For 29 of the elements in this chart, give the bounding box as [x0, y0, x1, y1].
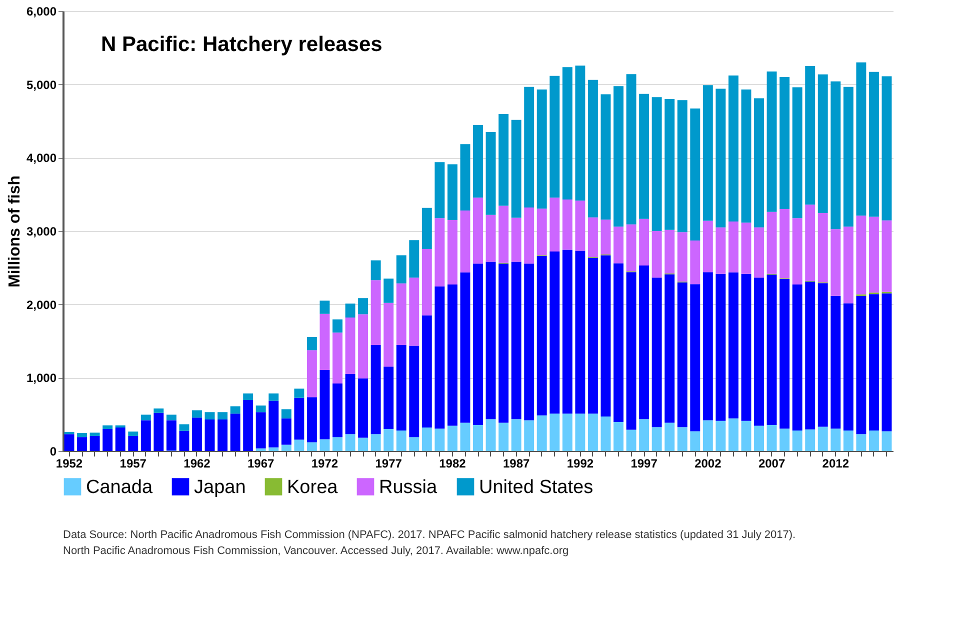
- y-tick-label: 3,000: [26, 224, 57, 238]
- text: N Pacific: Hatchery releases: [100, 33, 382, 56]
- legend-label: Korea: [287, 476, 338, 498]
- x-tick-label: 1987: [502, 456, 530, 470]
- y-tick-label: 6,000: [26, 4, 57, 18]
- y-tick-label: 0: [50, 444, 57, 458]
- y-tick-label: 5,000: [26, 78, 57, 92]
- x-tick-label: 2007: [758, 456, 786, 470]
- y-axis-title: Millions of fish: [6, 176, 24, 288]
- y-tick-label: 2,000: [26, 298, 57, 312]
- y-tick-label: 4,000: [26, 151, 57, 166]
- x-tick-label: 1997: [630, 456, 658, 470]
- legend-label: United States: [479, 476, 594, 498]
- x-tick-label: 2002: [694, 456, 722, 470]
- legend-label: Canada: [86, 476, 153, 498]
- x-tick-label: 1992: [566, 456, 594, 470]
- legend-label: Russia: [379, 476, 438, 498]
- text: North Pacific Anadromous Fish Commission, Vancouver. Accessed July, 2017. Available: www.npafc.org: [63, 545, 569, 557]
- x-tick-label: 1957: [120, 456, 147, 470]
- source-note: Data Source: North Pacific Anadromous Fish Commission (NPAFC). 2017. NPAFC Pacific salmonid hatchery release statistics (updated 31 July 2017).: [63, 529, 796, 541]
- y-tick-label: 1,000: [26, 371, 57, 386]
- x-tick-label: 2012: [822, 456, 850, 470]
- x-tick-label: 1952: [56, 456, 83, 470]
- x-tick-label: 1982: [439, 456, 466, 470]
- legend-label: Japan: [194, 476, 246, 498]
- x-tick-label: 1977: [375, 456, 402, 470]
- x-tick-label: 1962: [184, 456, 211, 470]
- x-tick-label: 1972: [311, 456, 338, 470]
- x-tick-label: 1967: [248, 456, 275, 470]
